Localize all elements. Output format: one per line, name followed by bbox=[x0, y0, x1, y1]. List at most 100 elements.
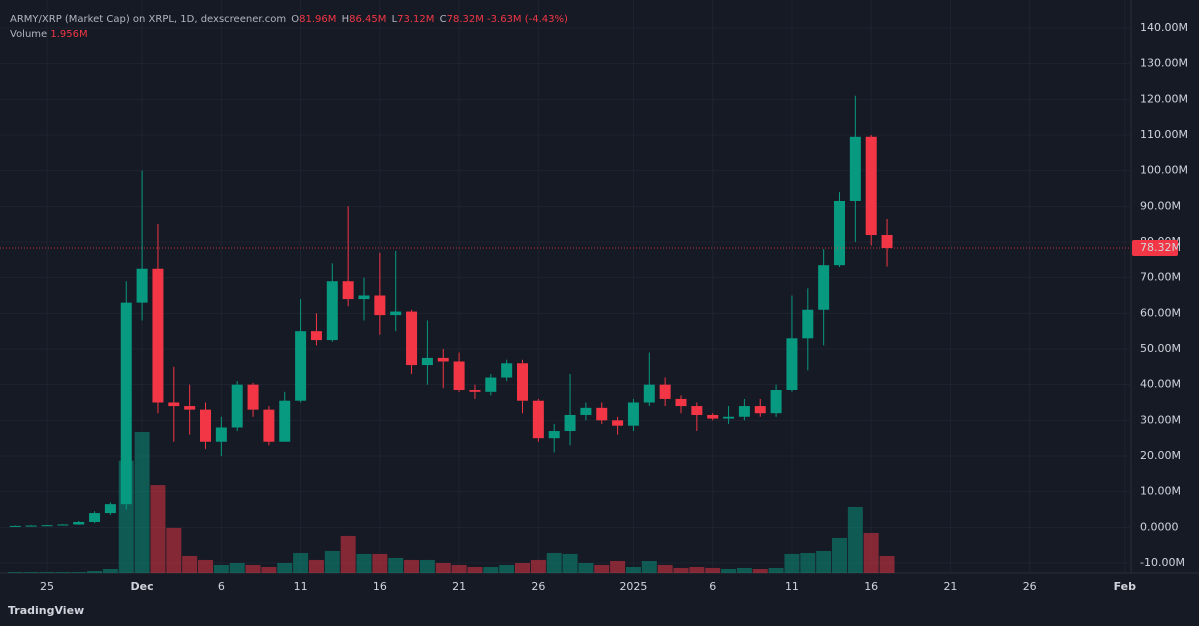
candle-body bbox=[342, 281, 354, 300]
candle-body bbox=[374, 295, 386, 316]
x-tick-label: 25 bbox=[40, 580, 54, 593]
volume-bar bbox=[499, 564, 515, 573]
volume-bar bbox=[705, 567, 721, 573]
candle-body bbox=[152, 268, 164, 403]
y-tick-label: 40.00M bbox=[1140, 378, 1181, 391]
candle-body bbox=[41, 525, 53, 527]
candle-body bbox=[469, 390, 481, 392]
candle-body bbox=[517, 363, 528, 401]
x-tick-label: 21 bbox=[943, 580, 957, 593]
legend-row: Volume 1.956M bbox=[10, 27, 568, 42]
candle-body bbox=[136, 268, 148, 303]
volume-bar bbox=[435, 562, 451, 573]
candle-body bbox=[263, 409, 275, 442]
last-price-label: 78.32M bbox=[1140, 241, 1181, 254]
volume-bar bbox=[261, 566, 277, 573]
x-tick-label: 2025 bbox=[619, 580, 647, 593]
volume-bar bbox=[689, 566, 705, 573]
grid bbox=[0, 0, 1131, 573]
candle-body bbox=[231, 384, 243, 428]
volume-bar bbox=[863, 532, 879, 573]
volume-bar bbox=[721, 568, 737, 573]
volume-bar bbox=[198, 559, 213, 573]
candle-body bbox=[627, 402, 639, 426]
volume-bar bbox=[467, 566, 483, 573]
candle-body bbox=[168, 402, 180, 407]
candle-body bbox=[200, 409, 211, 442]
volume-bar bbox=[784, 553, 800, 573]
x-tick-label: 6 bbox=[218, 580, 225, 593]
candle-body bbox=[659, 384, 671, 399]
x-tick-label: Feb bbox=[1114, 580, 1137, 593]
volume-bar bbox=[752, 568, 768, 573]
brand: TradingView bbox=[8, 604, 85, 617]
volume-bar bbox=[419, 559, 435, 573]
x-tick-label: 26 bbox=[1023, 580, 1037, 593]
y-tick-label: 0.0000 bbox=[1140, 520, 1179, 533]
candle-body bbox=[390, 311, 402, 316]
volume-bar bbox=[483, 566, 499, 573]
candle-body bbox=[596, 407, 608, 421]
candle-body bbox=[437, 357, 449, 362]
volume-bar bbox=[832, 537, 847, 573]
x-tick-label: 16 bbox=[373, 580, 387, 593]
candle-body bbox=[865, 136, 877, 236]
volume-bar bbox=[404, 559, 420, 573]
volume-bar bbox=[7, 572, 23, 573]
candle-body bbox=[723, 416, 735, 419]
volume-bar bbox=[594, 564, 610, 573]
volume-value: 1.956M bbox=[50, 29, 88, 40]
volume-bar bbox=[23, 572, 39, 573]
candle-body bbox=[89, 513, 101, 522]
volume-bar bbox=[641, 560, 657, 573]
x-tick-label: 6 bbox=[709, 580, 716, 593]
candle-body bbox=[485, 377, 497, 392]
candle-body bbox=[881, 235, 893, 248]
ohlc-value: 81.96M bbox=[299, 14, 337, 25]
volume-bar bbox=[673, 567, 689, 573]
candle-body bbox=[453, 361, 465, 391]
volume-bar bbox=[356, 553, 372, 573]
y-tick-label: 60.00M bbox=[1140, 306, 1181, 319]
volume-bar bbox=[816, 550, 832, 573]
y-tick-label: 140.00M bbox=[1140, 21, 1188, 34]
candle-body bbox=[326, 281, 338, 341]
y-tick-label: 70.00M bbox=[1140, 271, 1181, 284]
candle-body bbox=[770, 390, 782, 414]
candle-body bbox=[120, 302, 132, 505]
x-tick-label: 26 bbox=[531, 580, 545, 593]
volume-bar bbox=[308, 559, 324, 573]
volume-bar bbox=[87, 570, 103, 573]
candle-body bbox=[834, 200, 845, 266]
candle-body bbox=[691, 406, 703, 415]
candle-body bbox=[57, 524, 69, 526]
volume-bar bbox=[610, 560, 626, 573]
candle-body bbox=[184, 406, 196, 410]
volume-bar bbox=[213, 564, 229, 573]
candle-body bbox=[532, 400, 544, 439]
volume-bar bbox=[625, 566, 641, 573]
volume-bar bbox=[657, 564, 673, 573]
y-tick-label: 50.00M bbox=[1140, 342, 1181, 355]
candle-body bbox=[580, 407, 592, 415]
candle-body bbox=[786, 338, 798, 391]
volume-bar bbox=[800, 552, 816, 573]
candle-body bbox=[818, 265, 830, 310]
candle-body bbox=[738, 406, 750, 417]
candle-body bbox=[643, 384, 655, 403]
volume-bar bbox=[340, 535, 356, 573]
change: -3.63M (-4.43%) bbox=[487, 14, 568, 25]
volume-bar bbox=[166, 527, 182, 573]
x-tick-label: 11 bbox=[294, 580, 308, 593]
ohlc-key: H bbox=[341, 14, 350, 25]
candle-body bbox=[707, 414, 719, 419]
x-tick-label: 11 bbox=[785, 580, 799, 593]
x-tick-label: 16 bbox=[864, 580, 878, 593]
y-tick-label: 110.00M bbox=[1140, 128, 1188, 141]
candle-body bbox=[104, 504, 116, 514]
candle-body bbox=[406, 311, 418, 366]
y-tick-label: 90.00M bbox=[1140, 199, 1181, 212]
x-tick-label: 21 bbox=[452, 580, 466, 593]
candle-body bbox=[310, 331, 322, 341]
y-tick-label: -10.00M bbox=[1140, 556, 1185, 569]
